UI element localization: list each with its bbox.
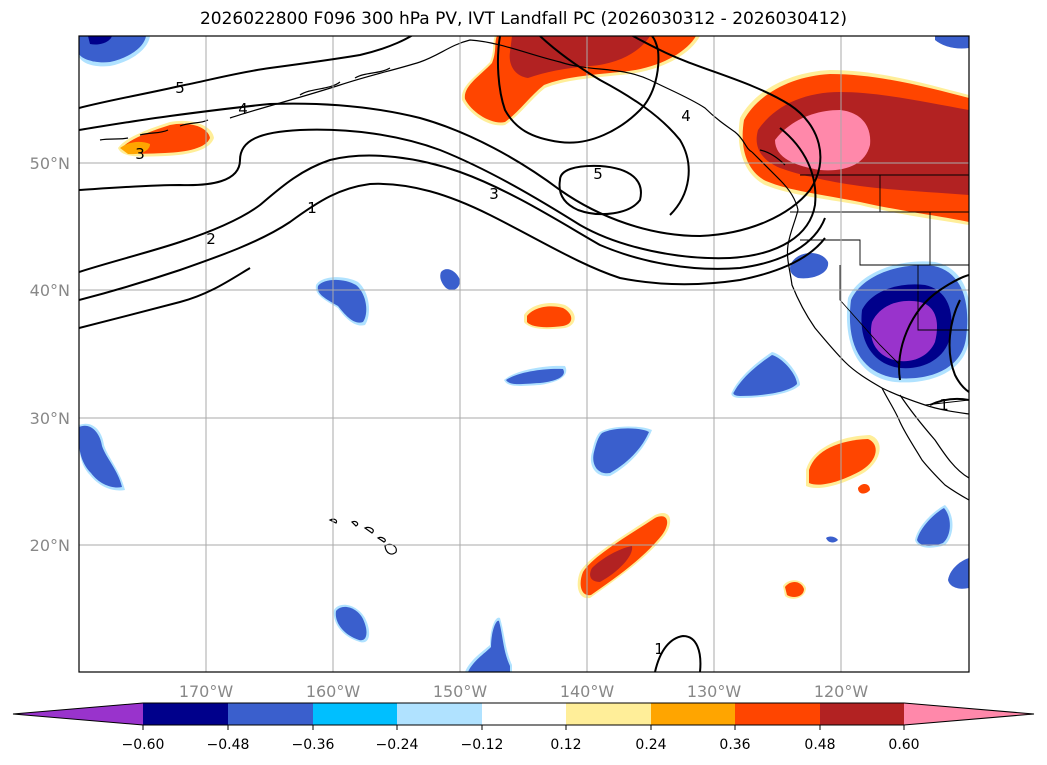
colorbar-tick-label: 0.12 [550, 737, 581, 753]
contour-label: 3 [489, 185, 499, 203]
colorbar-segment [313, 703, 398, 725]
lon-tick-label: 170°W [179, 682, 234, 701]
colorbar-segment [566, 703, 652, 725]
lat-tick-label: 20°N [30, 536, 70, 555]
contour-label: 2 [206, 230, 216, 248]
contour-east-3 [948, 299, 969, 393]
contour-2 [79, 154, 826, 273]
map-frame [78, 35, 970, 673]
lat-tick-label: 50°N [30, 154, 70, 173]
colorbar-segment [651, 703, 736, 725]
colorbar-tick-label: −0.24 [376, 737, 419, 753]
us-west-coast [786, 209, 969, 415]
pv-contours [79, 36, 969, 672]
colorbar-segment [820, 703, 905, 725]
contour-label: 1 [307, 199, 317, 217]
contour-east-2 [929, 397, 969, 406]
contour-5-west [79, 36, 414, 109]
colorbar: −0.60 −0.48 −0.36 −0.24 −0.12 0.12 0.24 … [12, 702, 1035, 753]
plot-area: 5 4 3 2 1 5 3 1 1 4 [79, 36, 969, 672]
hawaii-islands [328, 518, 397, 555]
contour-1 [79, 182, 826, 301]
contour-label: 5 [175, 79, 185, 97]
contour-label: 4 [238, 100, 248, 118]
colorbar-tick-label: 0.24 [635, 737, 666, 753]
contour-east-1 [898, 274, 969, 381]
contour-label: 1 [654, 640, 664, 658]
contour-labels: 5 4 3 2 1 5 3 1 1 4 [135, 79, 949, 658]
contour-label: 3 [135, 145, 145, 163]
colorbar-tick-label: 0.60 [888, 737, 919, 753]
political-borders [790, 174, 969, 406]
contour-3-west [79, 127, 817, 260]
anomaly-or-coast [790, 253, 829, 279]
coastlines [99, 39, 969, 555]
contour-5-center [558, 164, 642, 216]
colorbar-segment [482, 703, 567, 725]
colorbar-segment [735, 703, 821, 725]
contour-inner-alaska [496, 36, 660, 144]
colorbar-tick-label: −0.48 [207, 737, 250, 753]
colorbar-tick-label: 0.48 [804, 737, 835, 753]
lon-tick-label: 120°W [814, 682, 869, 701]
contour-label: 4 [681, 107, 691, 125]
anomaly-ne-corner [935, 36, 969, 49]
lon-tick-labels: 170°W 160°W 150°W 140°W 130°W 120°W [179, 682, 869, 701]
anomaly-se-2 [948, 558, 969, 589]
colorbar-tick-label: −0.36 [292, 737, 335, 753]
lon-tick-label: 150°W [433, 682, 488, 701]
lat-tick-label: 30°N [30, 409, 70, 428]
contour-label: 1 [939, 396, 949, 414]
colorbar-segment [143, 703, 229, 725]
contour-label: 5 [593, 165, 603, 183]
lon-tick-label: 160°W [306, 682, 361, 701]
contour-0-south [79, 267, 251, 329]
contour-outer-alaska [539, 36, 690, 216]
colorbar-extend-max [904, 703, 1034, 725]
lon-tick-label: 140°W [560, 682, 615, 701]
colorbar-segment [228, 703, 314, 725]
alaska-coast [229, 39, 753, 153]
lat-tick-label: 40°N [30, 281, 70, 300]
colorbar-tick-label: −0.12 [461, 737, 504, 753]
colorbar-extend-min [13, 703, 143, 725]
colorbar-segment [397, 703, 483, 725]
colorbar-tick-label: −0.60 [122, 737, 165, 753]
state-borders [790, 175, 969, 366]
lat-tick-labels: 50°N 40°N 30°N 20°N [30, 154, 70, 555]
lon-tick-label: 130°W [687, 682, 742, 701]
contour-south-loop [654, 634, 702, 672]
colorbar-tick-label: 0.36 [719, 737, 750, 753]
map-title: 2026022800 F096 300 hPa PV, IVT Landfall… [199, 9, 847, 29]
baja-peninsula [881, 387, 969, 501]
bc-coast [751, 151, 799, 211]
anomaly-small-blob [440, 269, 460, 290]
